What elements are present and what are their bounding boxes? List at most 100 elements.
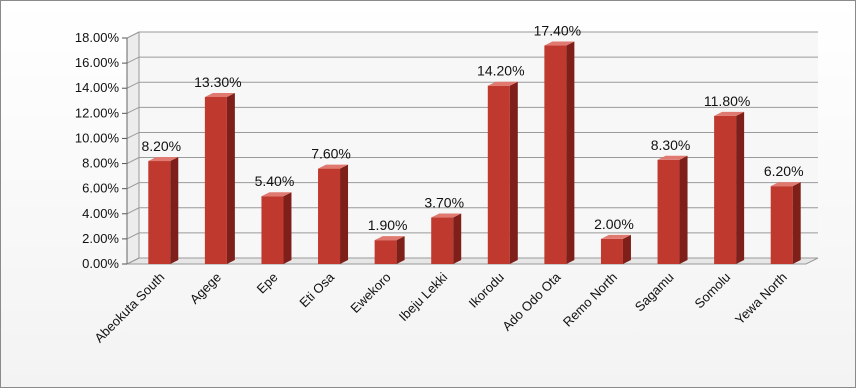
x-axis-labels: Abeokuta South Agege Epe Eti Osa Ewekoro Ibej… bbox=[91, 269, 789, 346]
bar-top bbox=[431, 213, 462, 218]
y-tick-label: 0.00% bbox=[82, 256, 119, 271]
gridline bbox=[126, 232, 818, 240]
y-tick-label: 8.00% bbox=[82, 156, 119, 171]
bar-front bbox=[261, 196, 284, 264]
bar-side bbox=[226, 93, 235, 264]
x-tick-label: Yewa North bbox=[732, 270, 790, 328]
bar-front bbox=[148, 161, 171, 264]
y-tick-label: 16.00% bbox=[75, 55, 120, 70]
bar bbox=[261, 192, 292, 264]
x-tick-label: Agege bbox=[187, 270, 224, 307]
bar bbox=[374, 236, 405, 264]
bar-top bbox=[318, 164, 349, 169]
bar bbox=[770, 182, 801, 264]
bar-top bbox=[487, 81, 518, 86]
data-label: 13.30% bbox=[194, 74, 241, 90]
bar-side bbox=[736, 111, 745, 264]
bar bbox=[714, 111, 745, 264]
bar bbox=[487, 81, 518, 264]
bar-front bbox=[487, 85, 510, 264]
gridline bbox=[126, 56, 818, 64]
x-tick-label: Sagamu bbox=[632, 270, 677, 315]
data-label: 17.40% bbox=[534, 23, 581, 39]
data-label: 11.80% bbox=[704, 93, 750, 109]
x-tick-label: Eti Osa bbox=[296, 269, 337, 310]
bar-side bbox=[453, 213, 462, 264]
bar-front bbox=[431, 217, 454, 264]
y-tick-label: 2.00% bbox=[82, 231, 119, 246]
bar bbox=[544, 41, 575, 265]
back-wall bbox=[139, 32, 818, 258]
x-tick-label: Ado Odo Ota bbox=[499, 269, 564, 334]
bar-front bbox=[204, 97, 227, 264]
bar bbox=[657, 155, 688, 264]
bar-side bbox=[509, 81, 518, 264]
x-tick-label: Epe bbox=[254, 270, 281, 297]
data-label: 2.00% bbox=[594, 216, 634, 232]
bar-top bbox=[600, 234, 631, 239]
data-label: 5.40% bbox=[255, 173, 295, 189]
bar bbox=[318, 164, 349, 264]
x-tick-label: Ewekoro bbox=[347, 270, 393, 316]
y-tick-label: 6.00% bbox=[82, 181, 119, 196]
bar-side bbox=[170, 157, 179, 264]
bar-front bbox=[657, 159, 680, 264]
data-label: 8.30% bbox=[651, 137, 691, 153]
gridlines bbox=[126, 31, 818, 265]
gridline bbox=[126, 31, 818, 39]
bar-side bbox=[283, 192, 292, 264]
bar bbox=[204, 93, 235, 264]
x-tick-label: Ibeju Lekki bbox=[396, 269, 451, 324]
bar-front bbox=[600, 238, 623, 264]
bars bbox=[148, 41, 801, 265]
gridline bbox=[126, 207, 818, 215]
bar-front bbox=[318, 168, 341, 264]
data-label: 8.20% bbox=[141, 138, 181, 154]
y-tick-label: 18.00% bbox=[75, 30, 120, 45]
bar-top bbox=[204, 93, 235, 98]
bar-side bbox=[566, 41, 575, 265]
side-wall bbox=[126, 31, 140, 265]
bar bbox=[431, 213, 462, 264]
y-axis-ticks: 0.00% 2.00% 4.00% 6.00% 8.00% 10.00% 12.00% 14.… bbox=[75, 30, 128, 271]
x-tick-label: Ikorodu bbox=[466, 270, 507, 311]
bar-front bbox=[770, 186, 793, 264]
gridline bbox=[126, 257, 818, 265]
data-label: 3.70% bbox=[424, 195, 464, 211]
bar-top bbox=[374, 236, 405, 241]
gridline bbox=[126, 182, 818, 190]
bar-top bbox=[261, 192, 292, 197]
bar-side bbox=[679, 155, 688, 264]
data-label: 7.60% bbox=[311, 146, 351, 162]
bar-side bbox=[340, 164, 349, 264]
data-label: 1.90% bbox=[368, 217, 408, 233]
gridline bbox=[126, 131, 818, 139]
y-tick-label: 4.00% bbox=[82, 206, 119, 221]
bar bbox=[148, 157, 179, 264]
y-tick-label: 10.00% bbox=[75, 130, 120, 145]
data-label: 6.20% bbox=[764, 163, 804, 179]
bar bbox=[600, 234, 631, 264]
bar-front bbox=[544, 45, 567, 265]
gridline bbox=[126, 106, 818, 114]
data-label: 14.20% bbox=[477, 63, 524, 79]
gridline bbox=[126, 81, 818, 89]
y-tick-label: 12.00% bbox=[75, 105, 120, 120]
x-tick-label: Remo North bbox=[560, 270, 620, 330]
bar-side bbox=[396, 236, 405, 264]
x-tick-label: Somolu bbox=[691, 270, 733, 312]
bar-front bbox=[714, 115, 737, 264]
bar-side bbox=[792, 182, 801, 264]
bar-front bbox=[374, 240, 397, 264]
gridline bbox=[126, 157, 818, 165]
bar-top bbox=[770, 182, 801, 187]
bar-side bbox=[622, 234, 631, 264]
bar-top bbox=[714, 111, 745, 116]
bar-top bbox=[544, 41, 575, 46]
data-labels: 8.20% 13.30% 5.40% 7.60% 1.90% 3.70% 14.20% 17.… bbox=[141, 23, 803, 234]
bar-top bbox=[148, 157, 179, 162]
x-tick-label: Abeokuta South bbox=[91, 270, 167, 346]
y-tick-label: 14.00% bbox=[75, 80, 120, 95]
bar-top bbox=[657, 155, 688, 160]
